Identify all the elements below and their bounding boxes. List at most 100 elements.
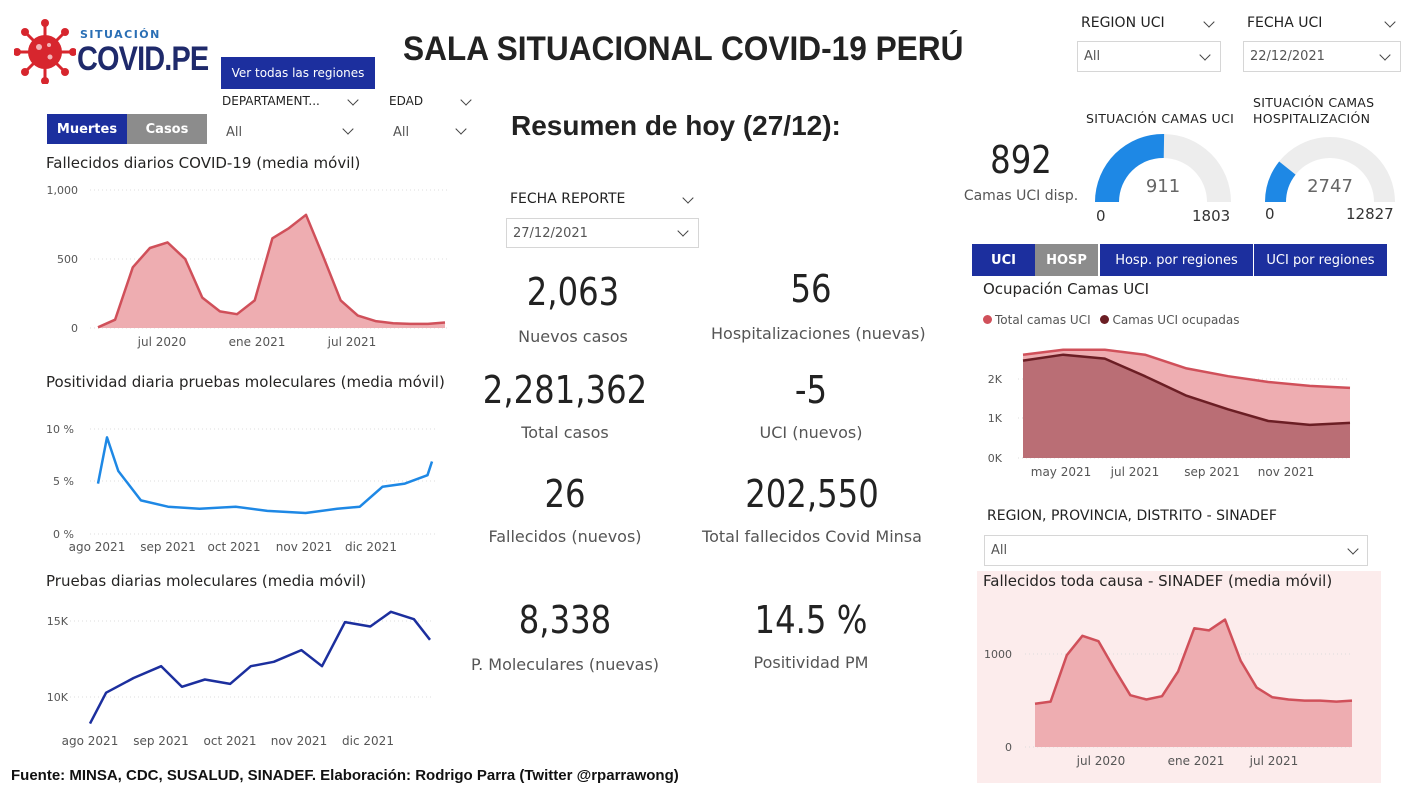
series-line: [96, 436, 434, 515]
chevron-down-icon: [1379, 49, 1391, 61]
chevron-down-icon: [677, 225, 689, 237]
chevron-down-icon[interactable]: [1203, 16, 1215, 28]
gauge-hosp: [1265, 137, 1395, 202]
gauge-uci-max: 1803: [1192, 207, 1231, 225]
fecha-uci-value: 22/12/2021: [1250, 49, 1325, 64]
kpi-uci-nuevos-value: -5: [794, 368, 828, 412]
x-tick-label: ene 2021: [1168, 754, 1225, 768]
legend-camas-ocupadas: Camas UCI ocupadas: [1112, 313, 1240, 327]
logo-main-text: COVID.PE: [77, 40, 209, 78]
y-tick-label: 0: [1005, 741, 1012, 754]
edad-dropdown[interactable]: All: [387, 117, 477, 147]
region-uci-dropdown[interactable]: All: [1077, 41, 1221, 72]
gauge-hosp-min: 0: [1265, 205, 1275, 223]
y-tick-label: 15K: [47, 615, 69, 628]
region-uci-value: All: [1084, 49, 1101, 64]
page-title: SALA SITUACIONAL COVID-19 PERÚ: [403, 30, 964, 68]
sinadef-chart-title: Fallecidos toda causa - SINADEF (media m…: [983, 572, 1333, 590]
y-tick-label: 10K: [47, 691, 69, 704]
tab-hosp-por-regiones[interactable]: Hosp. por regiones: [1100, 244, 1253, 276]
tab-hosp[interactable]: HOSP: [1035, 244, 1098, 276]
departamento-dropdown[interactable]: All: [220, 117, 364, 147]
edad-filter-label: EDAD: [389, 94, 424, 108]
gauge-uci-value: 911: [1145, 176, 1181, 197]
camas-uci-disp-label: Camas UCI disp.: [963, 188, 1079, 204]
muertes-toggle-button[interactable]: Muertes: [47, 114, 127, 144]
gauge-uci-min: 0: [1096, 207, 1106, 225]
all-regions-button[interactable]: Ver todas las regiones: [221, 57, 375, 89]
departamento-dropdown-value: All: [226, 124, 243, 140]
x-tick-label: jul 2020: [1076, 754, 1126, 768]
kpi-moleculares-label: P. Moleculares (nuevas): [470, 655, 660, 674]
x-tick-label: nov 2021: [1258, 465, 1314, 479]
gauge-hosp-title-1: SITUACIÓN CAMAS: [1253, 95, 1375, 110]
tab-uci[interactable]: UCI: [972, 244, 1035, 276]
fallecidos-chart-title: Fallecidos diarios COVID-19 (media móvil…: [46, 154, 361, 172]
kpi-hospitalizaciones-label: Hospitalizaciones (nuevas): [711, 324, 926, 343]
x-tick-label: sep 2021: [140, 540, 196, 554]
chevron-down-icon[interactable]: [347, 94, 359, 106]
y-tick-label: 2K: [988, 373, 1003, 386]
fecha-uci-dropdown[interactable]: 22/12/2021: [1243, 41, 1401, 72]
sinadef-filter-label: REGION, PROVINCIA, DISTRITO - SINADEF: [987, 508, 1277, 524]
gauge-hosp-value: 2747: [1307, 176, 1353, 197]
chevron-down-icon: [455, 123, 467, 135]
x-tick-label: jul 2021: [1110, 465, 1160, 479]
legend-total-camas: Total camas UCI: [995, 313, 1091, 327]
gauge-hosp-max: 12827: [1346, 205, 1394, 223]
fecha-uci-label: FECHA UCI: [1247, 15, 1323, 31]
gauge-track: [1265, 137, 1395, 202]
x-tick-label: sep 2021: [1184, 465, 1240, 479]
chevron-down-icon[interactable]: [1384, 16, 1396, 28]
y-tick-label: 0: [71, 322, 78, 335]
tab-uci-por-regiones[interactable]: UCI por regiones: [1254, 244, 1387, 276]
legend-dot-icon: [1100, 315, 1110, 324]
y-tick-label: 1000: [984, 648, 1012, 661]
y-tick-label: 10 %: [46, 423, 74, 436]
kpi-fallecidos-nuevos-value: 26: [544, 472, 586, 516]
x-tick-label: ene 2021: [229, 335, 286, 349]
casos-toggle-button[interactable]: Casos: [127, 114, 207, 144]
virus-icon: [14, 19, 76, 84]
edad-dropdown-value: All: [393, 124, 410, 140]
chevron-down-icon[interactable]: [460, 94, 472, 106]
gauge-fill: [1095, 134, 1165, 202]
chevron-down-icon: [342, 123, 354, 135]
series-line: [97, 213, 446, 329]
pruebas-chart: 15K 10K ago 2021 sep 2021 oct 2021 nov 2021 di…: [47, 610, 432, 748]
x-tick-label: jul 2021: [1249, 754, 1299, 768]
logo-top-text: SITUACIÓN: [80, 28, 161, 41]
x-tick-label: jul 2020: [137, 335, 187, 349]
x-tick-label: dic 2021: [345, 540, 397, 554]
kpi-total-fallecidos-value: 202,550: [745, 472, 879, 516]
x-tick-label: ago 2021: [69, 540, 126, 554]
gauge-uci: [1095, 134, 1231, 202]
x-tick-label: ago 2021: [62, 734, 119, 748]
fecha-reporte-dropdown[interactable]: 27/12/2021: [506, 218, 699, 248]
series-line: [1022, 353, 1351, 427]
gauge-hosp-title-2: HOSPITALIZACIÓN: [1253, 111, 1371, 126]
kpi-uci-nuevos-label: UCI (nuevos): [759, 423, 863, 442]
kpi-nuevos-casos-label: Nuevos casos: [518, 327, 628, 346]
chevron-down-icon: [1347, 543, 1359, 555]
chevron-down-icon: [1199, 49, 1211, 61]
footer-source: Fuente: MINSA, CDC, SUSALUD, SINADEF. El…: [11, 767, 679, 784]
y-tick-label: 5 %: [53, 475, 74, 488]
x-tick-label: dic 2021: [342, 734, 394, 748]
kpi-nuevos-casos-value: 2,063: [526, 270, 620, 314]
kpi-hospitalizaciones-value: 56: [790, 267, 832, 311]
x-tick-label: oct 2021: [204, 734, 257, 748]
departamento-filter-label: DEPARTAMENT...: [222, 94, 320, 108]
series-line: [88, 610, 431, 725]
sinadef-dropdown[interactable]: All: [984, 535, 1368, 566]
x-tick-label: nov 2021: [271, 734, 327, 748]
fallecidos-chart: 1,000 500 0 jul 2020 ene 2021 jul 2021: [47, 184, 450, 349]
gauge-fill: [1265, 161, 1296, 202]
series-area: [98, 214, 445, 328]
fecha-reporte-value: 27/12/2021: [513, 225, 588, 241]
positividad-chart: 10 % 5 % 0 %ago 2021 sep 2021 oct 2021 nov 20…: [46, 423, 435, 554]
ocupacion-legend: Total camas UCI Camas UCI ocupadas: [983, 313, 1240, 327]
positividad-chart-title: Positividad diaria pruebas moleculares (…: [46, 373, 445, 391]
chevron-down-icon[interactable]: [682, 192, 694, 204]
x-tick-label: may 2021: [1031, 465, 1092, 479]
